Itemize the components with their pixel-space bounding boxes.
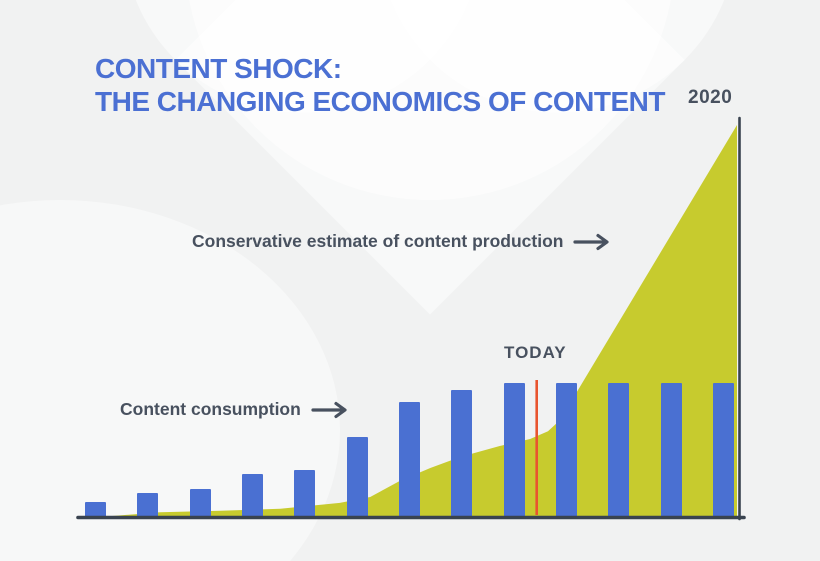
year-label-2020: 2020 — [688, 87, 733, 108]
consumption-bar-1 — [85, 502, 106, 517]
consumption-bar-9 — [504, 383, 525, 517]
consumption-bar-4 — [242, 474, 263, 517]
consumption-bar-8 — [451, 390, 472, 517]
consumption-bar-13 — [713, 383, 734, 517]
consumption-bar-5 — [294, 470, 315, 517]
chart-title: CONTENT SHOCK: THE CHANGING ECONOMICS OF… — [95, 52, 665, 118]
production-annotation-label: Conservative estimate of content product… — [192, 231, 564, 251]
right-arrow-icon — [573, 233, 610, 250]
consumption-bar-12 — [661, 383, 682, 517]
chart-title-line1: CONTENT SHOCK: — [95, 53, 342, 84]
consumption-bar-6 — [347, 437, 368, 517]
today-label: TODAY — [504, 343, 567, 362]
production-area — [99, 125, 738, 517]
consumption-annotation: Content consumption — [120, 399, 349, 420]
production-annotation: Conservative estimate of content product… — [192, 231, 611, 252]
consumption-bar-3 — [190, 489, 211, 517]
consumption-bar-10 — [556, 383, 577, 517]
consumption-bar-2 — [137, 493, 158, 517]
consumption-bar-11 — [608, 383, 629, 517]
consumption-annotation-label: Content consumption — [120, 399, 301, 419]
chart-title-line2: THE CHANGING ECONOMICS OF CONTENT — [95, 86, 665, 117]
consumption-bar-7 — [399, 402, 420, 517]
right-arrow-icon — [311, 401, 347, 418]
